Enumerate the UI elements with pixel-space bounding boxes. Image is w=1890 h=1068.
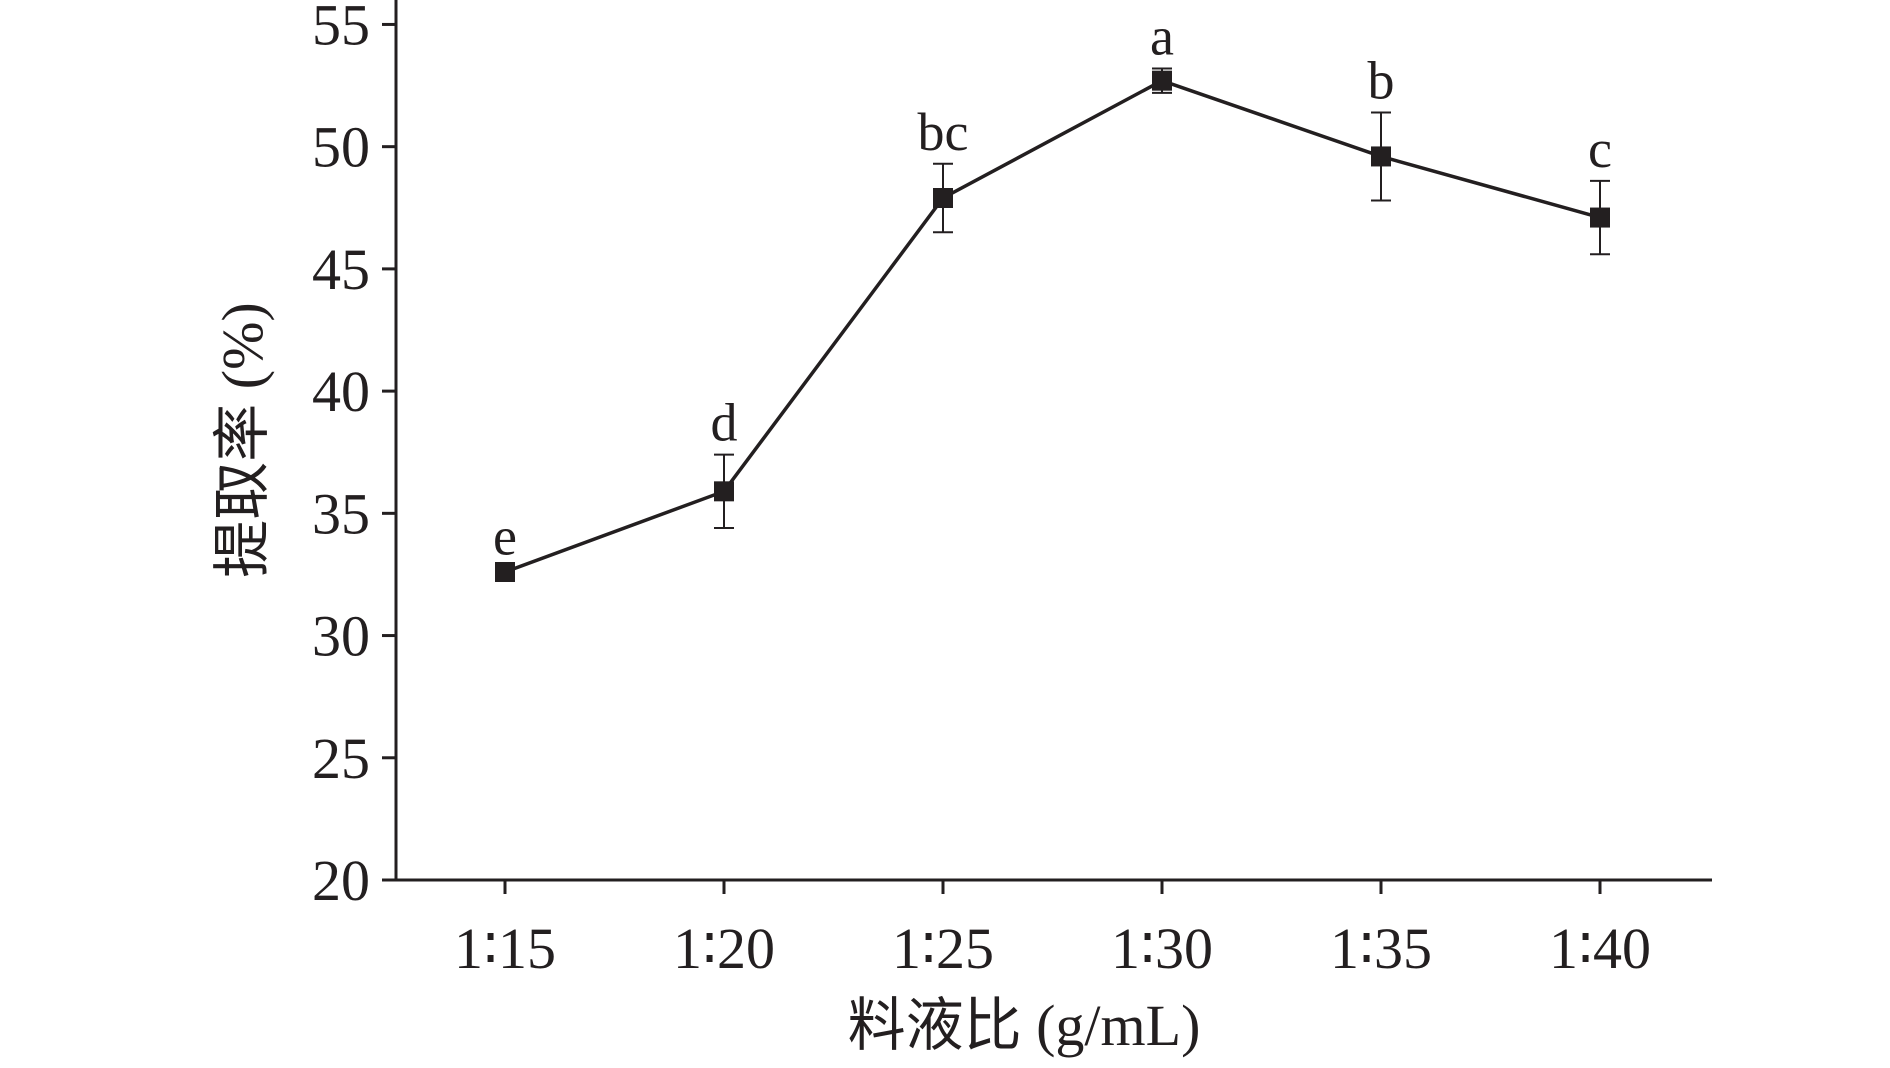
x-tick-label: 1∶40 xyxy=(1549,916,1651,981)
y-tick-label: 55 xyxy=(312,0,370,57)
significance-label: bc xyxy=(918,102,969,162)
significance-label: a xyxy=(1150,6,1174,66)
data-point-marker xyxy=(714,481,734,502)
y-axis-ticks: 20 25 30 35 40 45 50 55 xyxy=(312,0,396,913)
y-axis-title: 提取率 (%) xyxy=(210,302,275,577)
x-tick-label: 1∶25 xyxy=(892,916,994,981)
significance-label: e xyxy=(493,506,517,566)
y-tick-label: 40 xyxy=(312,359,370,424)
y-tick-label: 35 xyxy=(312,481,370,546)
significance-label: d xyxy=(711,393,738,453)
significance-label: b xyxy=(1368,50,1395,110)
data-point-marker xyxy=(1590,207,1610,228)
x-tick-label: 1∶35 xyxy=(1330,916,1432,981)
x-tick-label: 1∶30 xyxy=(1111,916,1213,981)
data-point-marker xyxy=(495,562,515,582)
x-tick-label: 1∶20 xyxy=(673,916,775,981)
x-tick-label: 1∶15 xyxy=(454,916,556,981)
data-point-marker xyxy=(933,188,953,208)
x-axis-title: 料液比 (g/mL) xyxy=(848,993,1201,1058)
significance-label: c xyxy=(1588,119,1612,179)
data-point-marker xyxy=(1152,70,1172,91)
x-axis-ticks: 1∶15 1∶20 1∶25 1∶30 1∶35 1∶40 xyxy=(454,880,1651,981)
y-tick-label: 50 xyxy=(312,115,370,180)
y-tick-label: 45 xyxy=(312,237,370,302)
series-line xyxy=(504,78,1601,574)
y-tick-label: 30 xyxy=(312,604,370,669)
y-tick-label: 25 xyxy=(312,726,370,791)
y-tick-label: 20 xyxy=(312,848,370,913)
data-point-marker xyxy=(1371,146,1391,167)
